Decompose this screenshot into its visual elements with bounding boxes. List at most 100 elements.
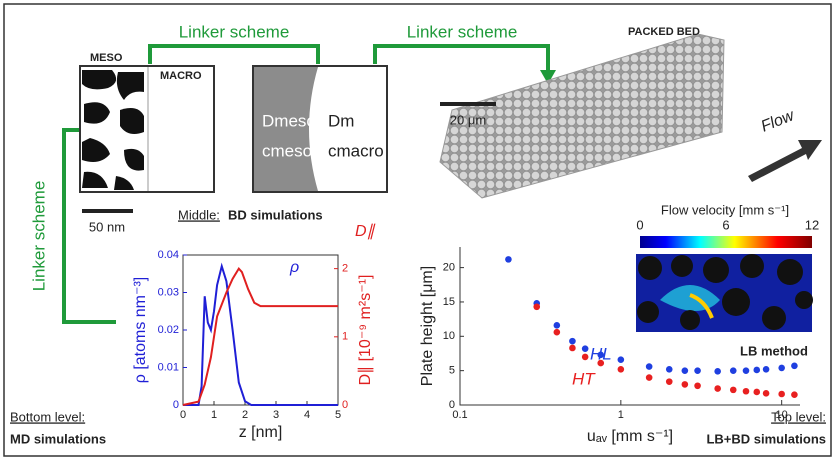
c-meso: cmeso xyxy=(262,141,312,160)
linker-label: Linker scheme xyxy=(407,22,518,41)
x-tick-label: 1 xyxy=(618,409,624,421)
data-point xyxy=(553,322,561,329)
data-point xyxy=(791,362,798,370)
data-point xyxy=(681,381,689,388)
scale-label: 50 nm xyxy=(89,219,125,234)
y-tick-label: 5 xyxy=(449,365,455,377)
data-point xyxy=(714,368,721,375)
data-point xyxy=(753,366,761,374)
y2-tick-label: 2 xyxy=(342,263,348,275)
y-tick-label: 0 xyxy=(173,399,179,411)
data-point xyxy=(645,363,653,370)
data-point xyxy=(597,359,605,367)
data-point xyxy=(694,367,701,374)
y-axis-label: Plate height [μm] xyxy=(419,266,436,386)
flow-arrow xyxy=(748,140,822,182)
macro-label: MACRO xyxy=(160,70,202,82)
x-tick-label: 2 xyxy=(242,409,248,421)
lb-label: LB method xyxy=(740,343,808,358)
series-line xyxy=(182,266,338,406)
data-point xyxy=(569,344,576,352)
data-point xyxy=(553,328,561,336)
meso-label: MESO xyxy=(90,52,123,64)
data-point xyxy=(762,390,770,397)
y-tick-label: 0 xyxy=(449,399,455,411)
y-tick-label: 10 xyxy=(443,330,455,342)
packed-bed xyxy=(439,33,725,199)
d-m: Dm xyxy=(328,111,354,130)
data-point xyxy=(645,374,653,381)
top-method: LB+BD simulations xyxy=(706,431,826,446)
colorbar-tick-label: 12 xyxy=(805,217,819,232)
linker-label: Linker scheme xyxy=(29,181,48,292)
series-label: ρ xyxy=(289,259,299,276)
y-tick-label: 0.01 xyxy=(158,361,179,373)
x-tick-label: 0 xyxy=(180,409,186,421)
data-point xyxy=(617,365,625,373)
y-tick-label: 0.03 xyxy=(158,286,179,298)
y2-tick-label: 0 xyxy=(342,399,348,411)
packed-bed-label: PACKED BED xyxy=(628,26,700,38)
data-point xyxy=(742,367,750,374)
data-point xyxy=(762,365,770,373)
linker-label: Linker scheme xyxy=(179,22,290,41)
data-point xyxy=(753,388,761,396)
data-point xyxy=(569,337,576,345)
linker-arrow xyxy=(540,70,556,84)
data-point xyxy=(681,367,689,374)
y2-tick-label: 1 xyxy=(342,331,348,343)
series-label: HL xyxy=(590,344,612,363)
flow-field-grains xyxy=(637,254,813,330)
x-tick-label: 3 xyxy=(273,409,279,421)
plot-frame xyxy=(182,254,339,406)
meso-region xyxy=(254,67,318,191)
y-tick-label: 15 xyxy=(443,296,455,308)
data-point xyxy=(729,367,737,374)
scale-label: 20 μm xyxy=(450,112,486,127)
series-label: D∥ xyxy=(355,223,376,240)
meso-texture xyxy=(82,70,144,190)
colorbar-tick-label: 0 xyxy=(636,217,643,232)
y-tick-label: 0.04 xyxy=(158,249,179,261)
middle-method: BD simulations xyxy=(228,207,323,222)
data-point xyxy=(665,365,673,373)
bottom-label: Bottom level: xyxy=(10,409,85,424)
data-point xyxy=(778,364,785,372)
x-tick-label: 1 xyxy=(211,409,217,421)
series-label: HT xyxy=(572,369,596,388)
flow-label: Flow xyxy=(759,107,798,136)
x-tick-label: 10 xyxy=(776,409,788,421)
colorbar xyxy=(640,236,812,248)
data-point xyxy=(694,382,701,390)
c-macro: cmacro xyxy=(328,141,384,160)
y-tick-label: 20 xyxy=(443,262,455,274)
data-point xyxy=(533,303,541,311)
y2-axis-label: D∥ [10⁻⁹ m²s⁻¹] xyxy=(357,275,374,386)
data-point xyxy=(597,351,605,359)
data-point xyxy=(714,385,721,392)
data-point xyxy=(791,391,798,398)
bottom-method: MD simulations xyxy=(10,431,106,446)
series-line xyxy=(183,262,338,406)
linker-lines xyxy=(62,44,550,324)
data-point xyxy=(665,378,673,385)
y-axis-label: ρ [atoms nm⁻³] xyxy=(132,277,149,383)
data-point xyxy=(617,356,625,363)
x-axis-label: uₐᵥ [mm s⁻¹] xyxy=(587,428,673,445)
data-point xyxy=(778,390,785,398)
top-label: Top level: xyxy=(771,409,826,424)
d-meso: Dmeso xyxy=(262,111,316,130)
x-tick-label: 5 xyxy=(335,409,341,421)
frame xyxy=(3,3,832,457)
colorbar-tick-label: 6 xyxy=(722,217,729,232)
data-point xyxy=(505,256,512,263)
colorbar-title: Flow velocity [mm s⁻¹] xyxy=(661,202,789,217)
middle-label: Middle: xyxy=(178,207,220,222)
y-tick-label: 0.02 xyxy=(158,324,179,336)
data-point xyxy=(581,353,589,361)
data-point xyxy=(742,387,750,395)
x-tick-label: 4 xyxy=(304,409,310,421)
data-point xyxy=(581,345,589,352)
x-tick-label: 0.1 xyxy=(452,409,467,421)
